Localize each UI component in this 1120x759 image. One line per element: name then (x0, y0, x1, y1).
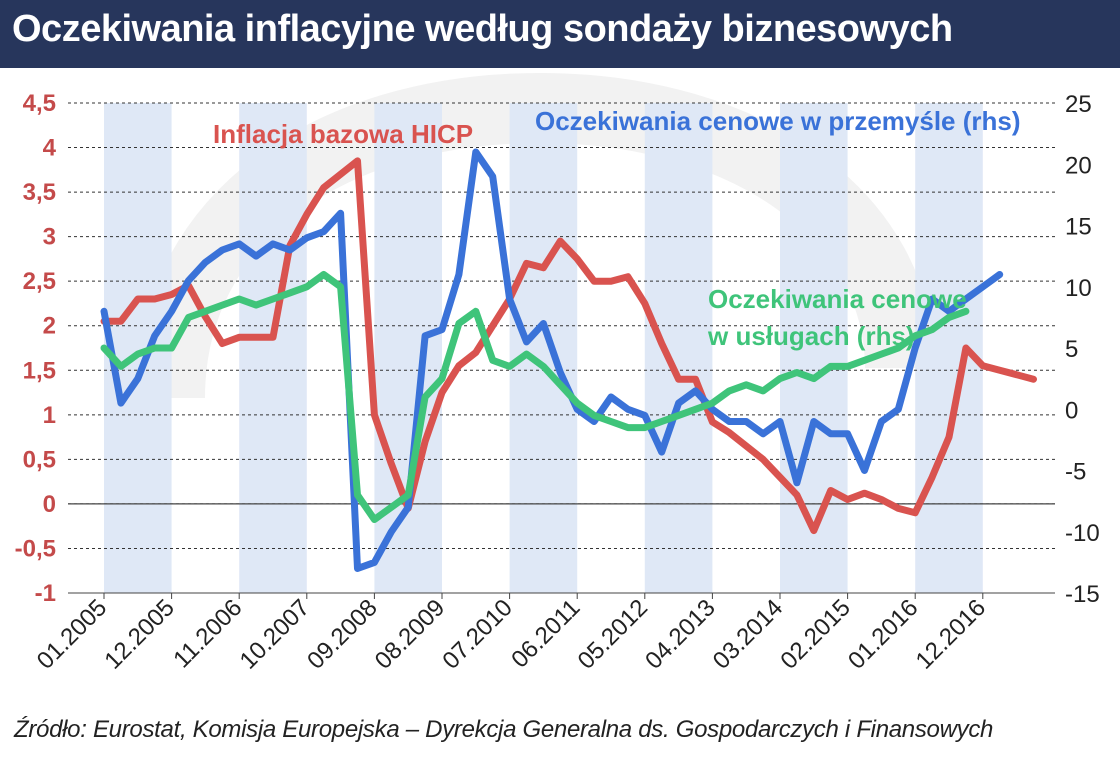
y-right-tick-label: 15 (1065, 214, 1092, 241)
y-right-tick-label: 20 (1065, 152, 1092, 179)
x-tick-label: 02.2015 (775, 594, 855, 674)
series-line-1 (100, 148, 1004, 572)
y-left-tick-label: 2,5 (23, 268, 56, 295)
y-left-tick-label: 0,5 (23, 446, 56, 473)
series-label: Oczekiwania cenowe (708, 284, 967, 314)
x-tick-label: 09.2008 (302, 594, 382, 674)
shaded-band (509, 103, 578, 593)
y-right-tick-label: -15 (1065, 581, 1100, 608)
series-label: w usługach (rhs) (707, 321, 915, 351)
x-tick-label: 12.2016 (911, 594, 991, 674)
x-tick-label: 01.2016 (843, 594, 923, 674)
chart-title: Oczekiwania inflacyjne według sondaży bi… (12, 8, 953, 50)
shaded-band (374, 103, 442, 593)
shaded-band (644, 103, 713, 593)
y-left-tick-label: 4,5 (23, 90, 56, 117)
shaded-band (780, 103, 848, 593)
y-right-tick-label: -5 (1065, 459, 1086, 486)
x-tick-label: 12.2005 (99, 594, 179, 674)
x-tick-label: 07.2010 (437, 594, 517, 674)
y-right-tick-label: -10 (1065, 520, 1100, 547)
y-left-tick-label: -1 (35, 580, 56, 607)
series-label: Inflacja bazowa HICP (213, 119, 473, 149)
series-label: Oczekiwania cenowe w przemyśle (rhs) (535, 106, 1021, 136)
x-tick-label: 03.2014 (708, 594, 788, 674)
source-note: Źródło: Eurostat, Komisja Europejska – D… (14, 716, 994, 743)
x-tick-label: 11.2006 (168, 594, 247, 673)
x-tick-label: 08.2009 (370, 594, 450, 674)
y-left-tick-label: 0 (43, 491, 56, 518)
x-tick-label: 06.2011 (506, 594, 585, 673)
y-left-tick-label: 1 (43, 402, 56, 429)
title-bar: Oczekiwania inflacyjne według sondaży bi… (0, 0, 1120, 68)
y-left-tick-label: 1,5 (23, 357, 56, 384)
y-right-tick-label: 25 (1065, 91, 1092, 118)
y-right-tick-label: 5 (1065, 336, 1078, 363)
series-line-2 (100, 271, 970, 523)
y-right-tick-label: 0 (1065, 397, 1078, 424)
series-line-0 (100, 157, 1037, 535)
y-left-tick-label: 2 (43, 313, 56, 340)
x-tick-label: 04.2013 (640, 594, 720, 674)
y-left-tick-label: 3,5 (23, 179, 56, 206)
x-tick-label: 10.2007 (235, 594, 315, 674)
y-right-tick-label: 10 (1065, 275, 1092, 302)
x-tick-label: 05.2012 (573, 594, 653, 674)
shaded-band (915, 103, 983, 593)
line-chart: -1 -0,5 0 0,5 1 1,5 2 2,5 3 3,5 4 4,5 -15 -10 -5 0 5 10 15… (15, 72, 1100, 675)
y-left-tick-label: -0,5 (15, 535, 56, 562)
y-left-tick-label: 4 (43, 135, 57, 162)
shaded-band (239, 103, 307, 593)
y-left-tick-label: 3 (43, 224, 56, 251)
